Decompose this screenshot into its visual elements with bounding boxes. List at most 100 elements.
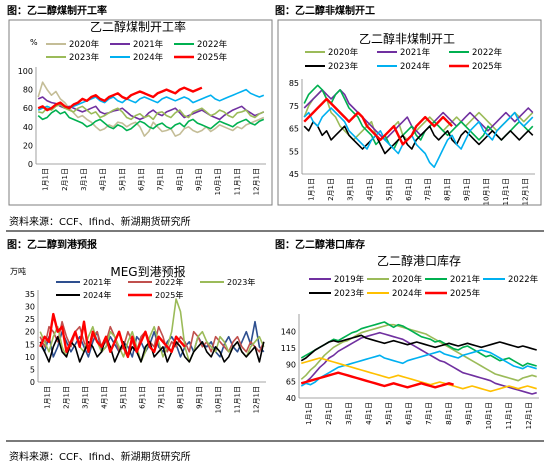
x-tick-label: 5月1日 [385, 178, 393, 201]
legend-label: 2024年 [133, 52, 164, 63]
x-tick-label: 6月1日 [405, 178, 413, 201]
header-port-inventory: 图：乙二醇港口库存 [275, 240, 365, 251]
legend-label: 2023年 [227, 277, 255, 287]
x-tick-label: 9月1日 [465, 402, 473, 425]
legend-label: 2024年 [392, 288, 423, 299]
legend-label: 2022年 [197, 39, 228, 50]
series-line-2019 [301, 331, 537, 395]
legend-label: 2021年 [400, 47, 431, 58]
y-unit-label: 万吨 [10, 266, 26, 276]
chart-title: 乙二醇非煤制开工 [359, 31, 455, 46]
legend-label: 2025年 [472, 61, 503, 72]
x-tick-label: 3月1日 [345, 402, 353, 425]
x-tick-label: 5月1日 [120, 386, 128, 409]
header-noncoal-rate: 图：乙二醇非煤制开工 [275, 6, 375, 17]
y-tick-label: 45 [289, 170, 299, 179]
legend-label: 2024年 [83, 290, 111, 300]
divider-bottom [6, 440, 544, 442]
series-line-2020 [300, 323, 537, 382]
x-tick-label: 9月1日 [463, 178, 471, 201]
y-unit-label: % [30, 38, 38, 47]
series-line-2025 [37, 86, 203, 112]
chart-frame [8, 19, 273, 206]
legend-label: 2025年 [155, 290, 183, 300]
legend-label: 2020年 [392, 274, 423, 285]
legend-label: 2022年 [155, 277, 183, 287]
legend-label: 2025年 [197, 52, 228, 63]
y-tick-label: 40 [286, 394, 296, 403]
y-tick-label: 90 [286, 361, 296, 370]
legend-label: 2023年 [328, 61, 359, 72]
x-tick-label: 3月1日 [82, 386, 90, 409]
x-tick-label: 2月1日 [61, 168, 69, 191]
chart-arrival-forecast: MEG到港预报 万吨 0 5 10 15 20 25 30 35 1月1日 2月1日 3月1日 4月1日 5… [8, 254, 273, 422]
series-line-2024 [303, 107, 534, 168]
x-tick-label: 4月1日 [101, 386, 109, 409]
x-tick-label: 8月1日 [445, 402, 453, 425]
y-tick-label: 140 [281, 327, 296, 336]
x-tick-label: 6月1日 [405, 402, 413, 425]
x-tick-label: 10月1日 [214, 168, 222, 195]
legend-label: 2023年 [334, 288, 365, 299]
y-tick-label: 100 [18, 67, 33, 76]
x-tick-label: 6月1日 [139, 386, 147, 409]
x-tick-label: 9月1日 [195, 168, 203, 191]
x-tick-label: 3月1日 [80, 168, 88, 191]
y-tick-label: 85 [289, 79, 299, 88]
chart-title: 乙二醇港口库存 [377, 253, 461, 268]
series-line-2023 [300, 334, 537, 362]
divider-top [6, 230, 544, 232]
x-tick-label: 12月1日 [521, 178, 529, 205]
x-tick-label: 1月1日 [305, 402, 313, 425]
x-tick-label: 4月1日 [365, 402, 373, 425]
y-tick-label: 5 [30, 365, 35, 374]
x-tick-label: 12月1日 [252, 168, 260, 195]
y-tick-label: 80 [23, 86, 33, 95]
y-tick-label: 20 [25, 328, 35, 337]
series-line-2025 [39, 312, 186, 359]
y-tick-label: 30 [25, 303, 35, 312]
series-line-2025 [303, 97, 453, 146]
x-tick-label: 6月1日 [137, 168, 145, 191]
chart-title: 乙二醇煤制开工率 [90, 19, 186, 34]
x-tick-label: 8月1日 [444, 178, 452, 201]
x-tick-label: 12月1日 [253, 386, 261, 413]
series-line-2023 [38, 103, 265, 121]
chart-noncoal-rate: 乙二醇非煤制开工 45 55 65 75 85 1月1日 2月1日 3月1日 4月1日 5月1日 6月… [277, 19, 542, 206]
x-tick-label: 4月1日 [366, 178, 374, 201]
chart-frame [277, 19, 542, 206]
series-line-2022 [39, 320, 265, 353]
series-line-2023 [303, 120, 534, 155]
y-tick-label: 55 [289, 147, 299, 156]
x-tick-label: 7月1日 [425, 402, 433, 425]
legend-label: 2019年 [334, 274, 365, 285]
header-coal-rate: 图：乙二醇煤制开工率 [7, 6, 107, 17]
series-line-2025 [300, 371, 454, 389]
y-tick-label: 75 [289, 102, 299, 111]
x-tick-label: 4月1日 [99, 168, 107, 191]
y-tick-label: 0 [28, 160, 33, 169]
series-line-2022 [300, 349, 537, 387]
y-tick-label: 60 [23, 104, 33, 113]
x-tick-label: 11月1日 [233, 168, 241, 195]
x-tick-label: 5月1日 [118, 168, 126, 191]
y-tick-label: 65 [286, 377, 296, 386]
legend-label: 2023年 [69, 52, 100, 63]
x-tick-label: 9月1日 [196, 386, 204, 409]
series-line-2022 [303, 84, 534, 150]
x-tick-label: 10月1日 [485, 402, 493, 429]
series-line-2022 [37, 109, 265, 132]
x-tick-label: 1月1日 [308, 178, 316, 201]
legend-label: 2020年 [69, 39, 100, 50]
x-tick-label: 10月1日 [482, 178, 490, 205]
chart-port-inventory: 乙二醇港口库存 40 65 90 115 140 1月1日 2月1日 3月1日 4月1日 5月1日 6… [277, 253, 542, 429]
x-tick-label: 8月1日 [177, 386, 185, 409]
series-line-2020 [37, 81, 265, 137]
header-arrival-forecast: 图：乙二醇到港预报 [7, 240, 97, 251]
y-tick-label: 35 [25, 290, 35, 299]
x-tick-label: 10月1日 [215, 386, 223, 413]
legend-label: 2020年 [328, 47, 359, 58]
legend-label: 2024年 [400, 61, 431, 72]
series-line-2021 [300, 321, 537, 367]
y-tick-label: 115 [281, 344, 296, 353]
